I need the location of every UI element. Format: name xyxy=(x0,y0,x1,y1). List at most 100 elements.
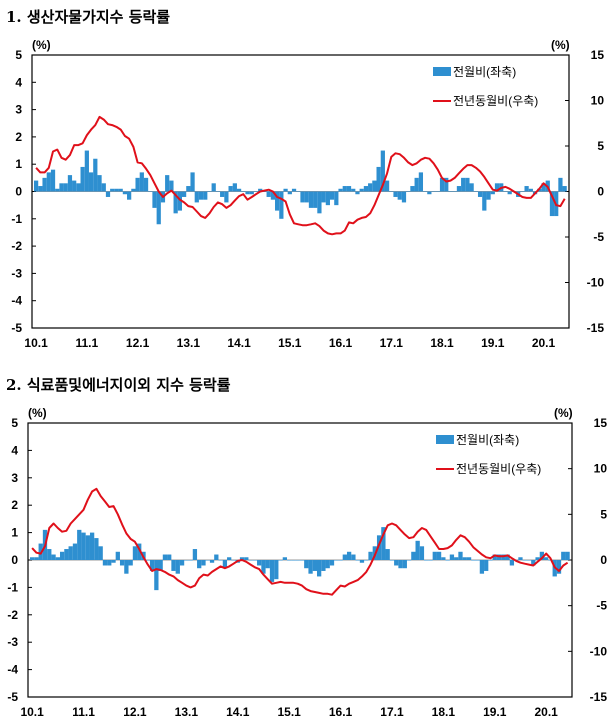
bar-mom xyxy=(93,158,98,192)
bar-mom xyxy=(334,191,339,206)
bar-mom xyxy=(406,191,411,192)
bar-mom xyxy=(359,560,365,563)
left-tick-label: -1 xyxy=(11,212,22,226)
bar-mom xyxy=(526,560,532,561)
bar-mom xyxy=(261,560,266,574)
bar-mom xyxy=(42,177,47,192)
bar-mom xyxy=(355,560,360,561)
bar-mom xyxy=(462,557,467,560)
bar-mom xyxy=(127,191,132,200)
bar-mom xyxy=(423,191,428,192)
bar-mom xyxy=(296,191,301,192)
bar-mom xyxy=(342,186,347,192)
x-tick-label: 15.1 xyxy=(277,705,301,719)
bar-mom xyxy=(427,191,432,195)
left-tick-label: -5 xyxy=(11,321,22,335)
bar-mom xyxy=(381,527,386,560)
bar-mom xyxy=(59,183,64,192)
right-tick-label: 10 xyxy=(591,94,605,108)
bar-mom xyxy=(410,186,415,192)
left-tick-label: 1 xyxy=(15,157,22,171)
bar-mom xyxy=(34,557,39,560)
bar-mom xyxy=(376,535,382,560)
bar-mom xyxy=(220,191,225,197)
right-tick-label: -5 xyxy=(593,230,604,244)
x-tick-label: 18.1 xyxy=(430,336,454,350)
legend-bar-swatch xyxy=(436,435,454,444)
bar-mom xyxy=(401,191,407,203)
bar-mom xyxy=(445,560,450,561)
bar-mom xyxy=(368,551,373,560)
bar-mom xyxy=(249,191,254,195)
bar-mom xyxy=(269,560,275,582)
bar-mom xyxy=(363,186,369,192)
bar-mom xyxy=(222,560,228,569)
x-tick-label: 16.1 xyxy=(329,705,353,719)
bar-mom xyxy=(38,186,43,192)
bar-mom xyxy=(186,186,191,192)
bar-mom xyxy=(279,191,284,219)
bar-mom xyxy=(321,560,326,571)
bar-mom xyxy=(149,560,155,571)
right-tick-label: 10 xyxy=(594,462,608,476)
left-unit-label: (%) xyxy=(28,406,47,420)
bar-mom xyxy=(452,191,457,192)
bar-mom xyxy=(473,191,478,192)
line-yoy xyxy=(35,115,566,236)
bar-mom xyxy=(368,183,373,192)
bar-mom xyxy=(214,554,219,560)
bar-mom xyxy=(355,191,360,195)
legend-line-label: 전년동월비(우축) xyxy=(453,94,538,108)
bar-mom xyxy=(531,560,536,566)
left-tick-label: 5 xyxy=(15,48,22,62)
bar-mom xyxy=(376,166,381,192)
bar-mom xyxy=(179,560,185,566)
bar-mom xyxy=(84,150,89,192)
bar-mom xyxy=(428,560,433,561)
bar-mom xyxy=(364,560,369,561)
left-tick-label: -4 xyxy=(11,294,22,308)
x-tick-label: 10.1 xyxy=(20,705,44,719)
bar-mom xyxy=(317,191,322,214)
bar-mom xyxy=(312,560,317,571)
bar-mom xyxy=(397,191,402,200)
bar-mom xyxy=(503,191,508,192)
bar-mom xyxy=(372,180,377,192)
bar-mom xyxy=(565,551,570,560)
bar-mom xyxy=(192,549,198,560)
bar-mom xyxy=(274,560,279,580)
bar-mom xyxy=(325,560,330,569)
bar-mom xyxy=(218,560,223,561)
bar-mom xyxy=(482,191,487,211)
bar-mom xyxy=(228,186,233,192)
right-unit-label: (%) xyxy=(554,406,573,420)
x-tick-label: 14.1 xyxy=(227,336,251,350)
bar-mom xyxy=(224,191,229,203)
x-tick-label: 13.1 xyxy=(177,336,201,350)
bar-mom xyxy=(334,560,339,561)
bar-mom xyxy=(342,554,347,560)
right-tick-label: 15 xyxy=(594,416,608,430)
bar-mom xyxy=(549,191,555,217)
bar-mom xyxy=(313,191,318,208)
bar-mom xyxy=(203,191,208,200)
bar-mom xyxy=(76,183,81,192)
bar-mom xyxy=(115,551,120,560)
bar-mom xyxy=(431,191,436,192)
bar-mom xyxy=(152,191,157,208)
bar-mom xyxy=(107,560,112,566)
bar-mom xyxy=(34,180,39,192)
left-tick-label: -4 xyxy=(7,663,18,677)
bar-mom xyxy=(167,554,172,560)
bar-mom xyxy=(465,177,470,192)
bar-mom xyxy=(329,560,335,566)
x-tick-label: 11.1 xyxy=(76,336,99,350)
bar-mom xyxy=(424,560,429,561)
bar-mom xyxy=(380,150,385,192)
x-tick-label: 13.1 xyxy=(175,705,199,719)
bar-mom xyxy=(122,191,128,195)
right-tick-label: 15 xyxy=(591,48,605,62)
bar-mom xyxy=(435,191,440,192)
bar-mom xyxy=(275,191,280,211)
bar-mom xyxy=(158,560,163,571)
